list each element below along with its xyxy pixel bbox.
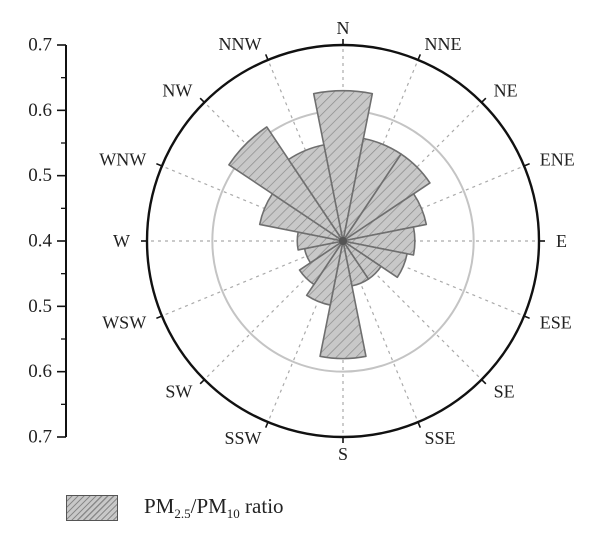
legend: PM2.5/PM10 ratio: [66, 494, 284, 522]
direction-label-layer: N NNE NE ENE E ESE SE SSE S SSW SW WSW W WNW NW NNW: [99, 18, 575, 464]
petal-n: [312, 89, 374, 242]
legend-label: PM2.5/PM10 ratio: [144, 494, 284, 522]
frame-tick: [199, 97, 206, 104]
radial-axis-tick-label: 0.6: [28, 361, 52, 382]
radial-axis-tick-label: 0.5: [28, 296, 52, 317]
grid-spoke-ssw: [267, 240, 344, 423]
direction-label-wnw: WNW: [99, 150, 146, 170]
direction-label-ese: ESE: [540, 313, 572, 333]
frame-tick: [416, 420, 422, 428]
petal-nnw: [287, 144, 344, 242]
grid-spoke-wsw: [161, 240, 344, 317]
grid-spoke-ese: [342, 240, 525, 317]
frame-tick: [199, 378, 206, 385]
center-dot: [339, 237, 347, 245]
petal-sw: [298, 240, 344, 286]
grid-spoke-sw: [203, 240, 344, 381]
frame-tick: [522, 314, 530, 320]
frame-tick: [522, 162, 530, 168]
petal-ssw: [305, 240, 344, 306]
radial-axis-tick-label: 0.7: [28, 427, 52, 448]
frame-tick: [264, 54, 270, 62]
direction-label-nne: NNE: [425, 34, 462, 54]
petal-ene: [342, 193, 428, 242]
direction-label-sw: SW: [165, 382, 192, 402]
legend-swatch: [66, 495, 118, 522]
radial-axis-tick-label: 0.5: [28, 165, 52, 186]
frame-tick: [416, 54, 422, 62]
grid-spoke-wnw: [161, 165, 344, 242]
petal-e: [342, 226, 416, 256]
petal-nw: [228, 126, 344, 242]
petal-ne: [342, 153, 431, 242]
radial-axis: 0.7 0.6 0.5 0.4 0.5 0.6 0.7: [28, 35, 67, 448]
radial-axis-tick-label: 0.4: [28, 231, 52, 252]
petal-s: [319, 240, 367, 360]
direction-label-e: E: [556, 231, 567, 251]
radial-axis-tick-label: 0.7: [28, 35, 52, 56]
radial-axis-tick-label: 0.6: [28, 100, 52, 121]
direction-label-w: W: [113, 231, 130, 251]
direction-label-ene: ENE: [540, 150, 575, 170]
direction-label-nw: NW: [162, 80, 192, 100]
direction-label-n: N: [337, 18, 350, 38]
grid-spoke-se: [342, 240, 483, 381]
direction-label-ne: NE: [494, 80, 518, 100]
frame-layer: [141, 39, 545, 443]
direction-label-se: SE: [494, 382, 515, 402]
frame-tick: [480, 97, 487, 104]
grid-spoke-sse: [342, 240, 419, 423]
frame-tick: [480, 378, 487, 385]
frame-tick: [156, 314, 164, 320]
frame-tick: [156, 162, 164, 168]
direction-label-nnw: NNW: [219, 34, 262, 54]
petal-ese: [342, 240, 408, 279]
grid-spoke-ene: [342, 165, 525, 242]
petal-layer: [228, 89, 431, 360]
direction-label-s: S: [338, 444, 348, 464]
frame-tick: [264, 420, 270, 428]
direction-label-wsw: WSW: [102, 313, 146, 333]
direction-label-sse: SSE: [425, 428, 456, 448]
direction-label-ssw: SSW: [224, 428, 261, 448]
